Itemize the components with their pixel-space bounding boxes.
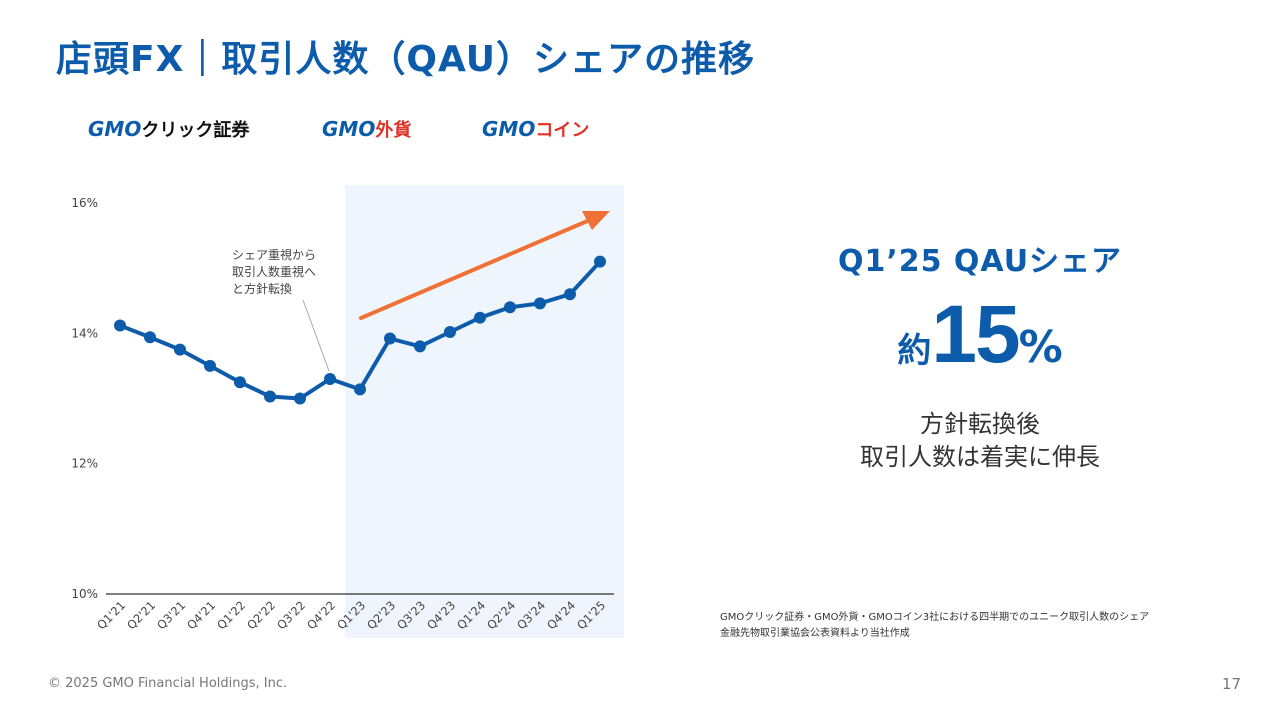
data-point [144,331,156,344]
highlight-region [345,185,624,638]
x-tick-label: Q3'22 [274,598,308,632]
share-approx: 約 [897,331,932,371]
copyright: © 2025 GMO Financial Holdings, Inc. [48,676,288,691]
y-tick-label: 16% [71,196,98,210]
summary-panel: Q1’25 QAUシェア 約15% 方針転換後 取引人数は着実に伸長 [780,236,1180,474]
share-unit: % [1018,322,1063,373]
y-tick-label: 10% [71,587,98,601]
data-point [504,301,516,314]
data-point [354,383,366,396]
trend-arrow-shaft [359,217,594,320]
annotation-line-3: と方針転換 [232,281,292,296]
gmo-gaika-logo: GMO外貨 [322,116,411,142]
summary-line-1: 方針転換後 [920,410,1040,438]
annotation-line-1: シェア重視から [232,247,316,262]
summary-headline: Q1’25 QAUシェア [837,244,1123,279]
x-tick-label: Q2'21 [124,598,158,632]
logo-gmo-text: GMO [322,117,376,141]
y-tick-label: 12% [71,457,98,471]
data-point [594,255,606,268]
data-point [234,376,246,389]
share-number: 15 [931,289,1020,380]
summary-line-2: 取引人数は着実に伸長 [860,443,1100,471]
footnote: GMOクリック証券・GMO外貨・GMOコイン3社における四半期でのユニーク取引人… [720,610,1149,642]
x-tick-label: Q1'21 [94,598,128,632]
x-tick-label: Q2'22 [244,598,278,632]
data-point [534,297,546,310]
annotation-leader-line [302,299,330,372]
data-point [414,340,426,353]
gmo-coin-logo: GMOコイン [482,116,589,142]
y-axis: 10% 12% 14% 16% [71,196,98,601]
trend-arrow-head [582,211,610,230]
share-value: 約15% [780,288,1180,382]
data-point [114,319,126,332]
logo-name-text: 外貨 [375,120,412,141]
logo-name-text: クリック証券 [141,120,250,141]
logo-gmo-text: GMO [482,117,536,141]
x-tick-label: Q4'21 [184,598,218,632]
data-point [324,372,336,385]
footnote-line-2: 金融先物取引業協会公表資料より当社作成 [720,628,910,639]
data-point [174,343,186,356]
annotation-line-2: 取引人数重視へ [232,264,316,279]
logo-gmo-text: GMO [88,117,142,141]
page-title: 店頭FX｜取引人数（QAU）シェアの推移 [56,39,755,80]
footnote-line-1: GMOクリック証券・GMO外貨・GMOコイン3社における四半期でのユニーク取引人… [720,612,1150,623]
summary-description: 方針転換後 取引人数は着実に伸長 [780,408,1180,474]
data-point [264,390,276,403]
x-tick-label: Q4'22 [304,598,338,632]
logo-name-text: コイン [535,120,590,141]
data-points [114,255,606,405]
data-point [474,311,486,324]
annotation-text: シェア重視から 取引人数重視へ と方針転換 [232,247,316,296]
data-point [204,359,216,372]
trend-arrow [359,211,610,320]
page-number: 17 [1222,675,1242,693]
x-tick-label: Q1'22 [214,598,248,632]
y-tick-label: 14% [71,326,98,340]
x-tick-label: Q3'21 [154,598,188,632]
data-point [384,332,396,345]
data-point [564,288,576,301]
gmo-click-logo: GMOクリック証券 [88,116,249,142]
data-point [444,326,456,339]
data-point [294,392,306,405]
